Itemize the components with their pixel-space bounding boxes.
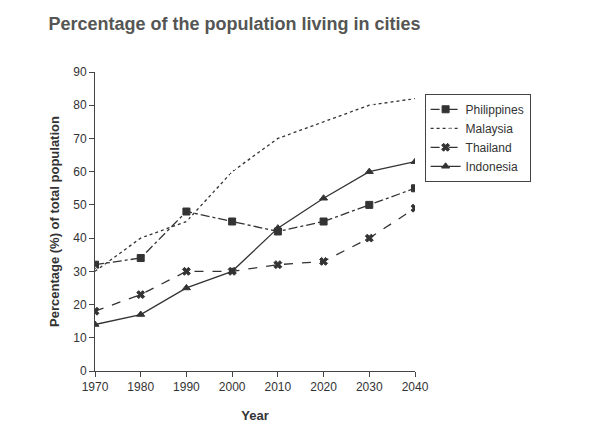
svg-text:30: 30 xyxy=(73,265,87,279)
svg-text:Indonesia: Indonesia xyxy=(466,160,518,174)
svg-text:0: 0 xyxy=(80,364,87,378)
svg-text:Thailand: Thailand xyxy=(466,141,512,155)
svg-text:40: 40 xyxy=(73,231,87,245)
svg-text:2010: 2010 xyxy=(265,380,292,394)
svg-text:2020: 2020 xyxy=(310,380,337,394)
svg-text:2000: 2000 xyxy=(219,380,246,394)
svg-text:Philippines: Philippines xyxy=(466,103,524,117)
svg-text:50: 50 xyxy=(73,198,87,212)
svg-text:1970: 1970 xyxy=(82,380,109,394)
svg-text:Percentage of the population l: Percentage of the population living in c… xyxy=(48,14,420,34)
svg-text:80: 80 xyxy=(73,98,87,112)
svg-text:70: 70 xyxy=(73,132,87,146)
svg-text:10: 10 xyxy=(73,331,87,345)
svg-text:Year: Year xyxy=(241,408,268,423)
svg-text:2030: 2030 xyxy=(356,380,383,394)
svg-text:Malaysia: Malaysia xyxy=(466,122,514,136)
svg-text:20: 20 xyxy=(73,298,87,312)
svg-text:60: 60 xyxy=(73,165,87,179)
svg-text:2040: 2040 xyxy=(402,380,429,394)
svg-text:Percentage (%) of total popula: Percentage (%) of total population xyxy=(47,116,62,327)
svg-text:90: 90 xyxy=(73,65,87,79)
svg-text:1990: 1990 xyxy=(173,380,200,394)
svg-text:1980: 1980 xyxy=(127,380,154,394)
